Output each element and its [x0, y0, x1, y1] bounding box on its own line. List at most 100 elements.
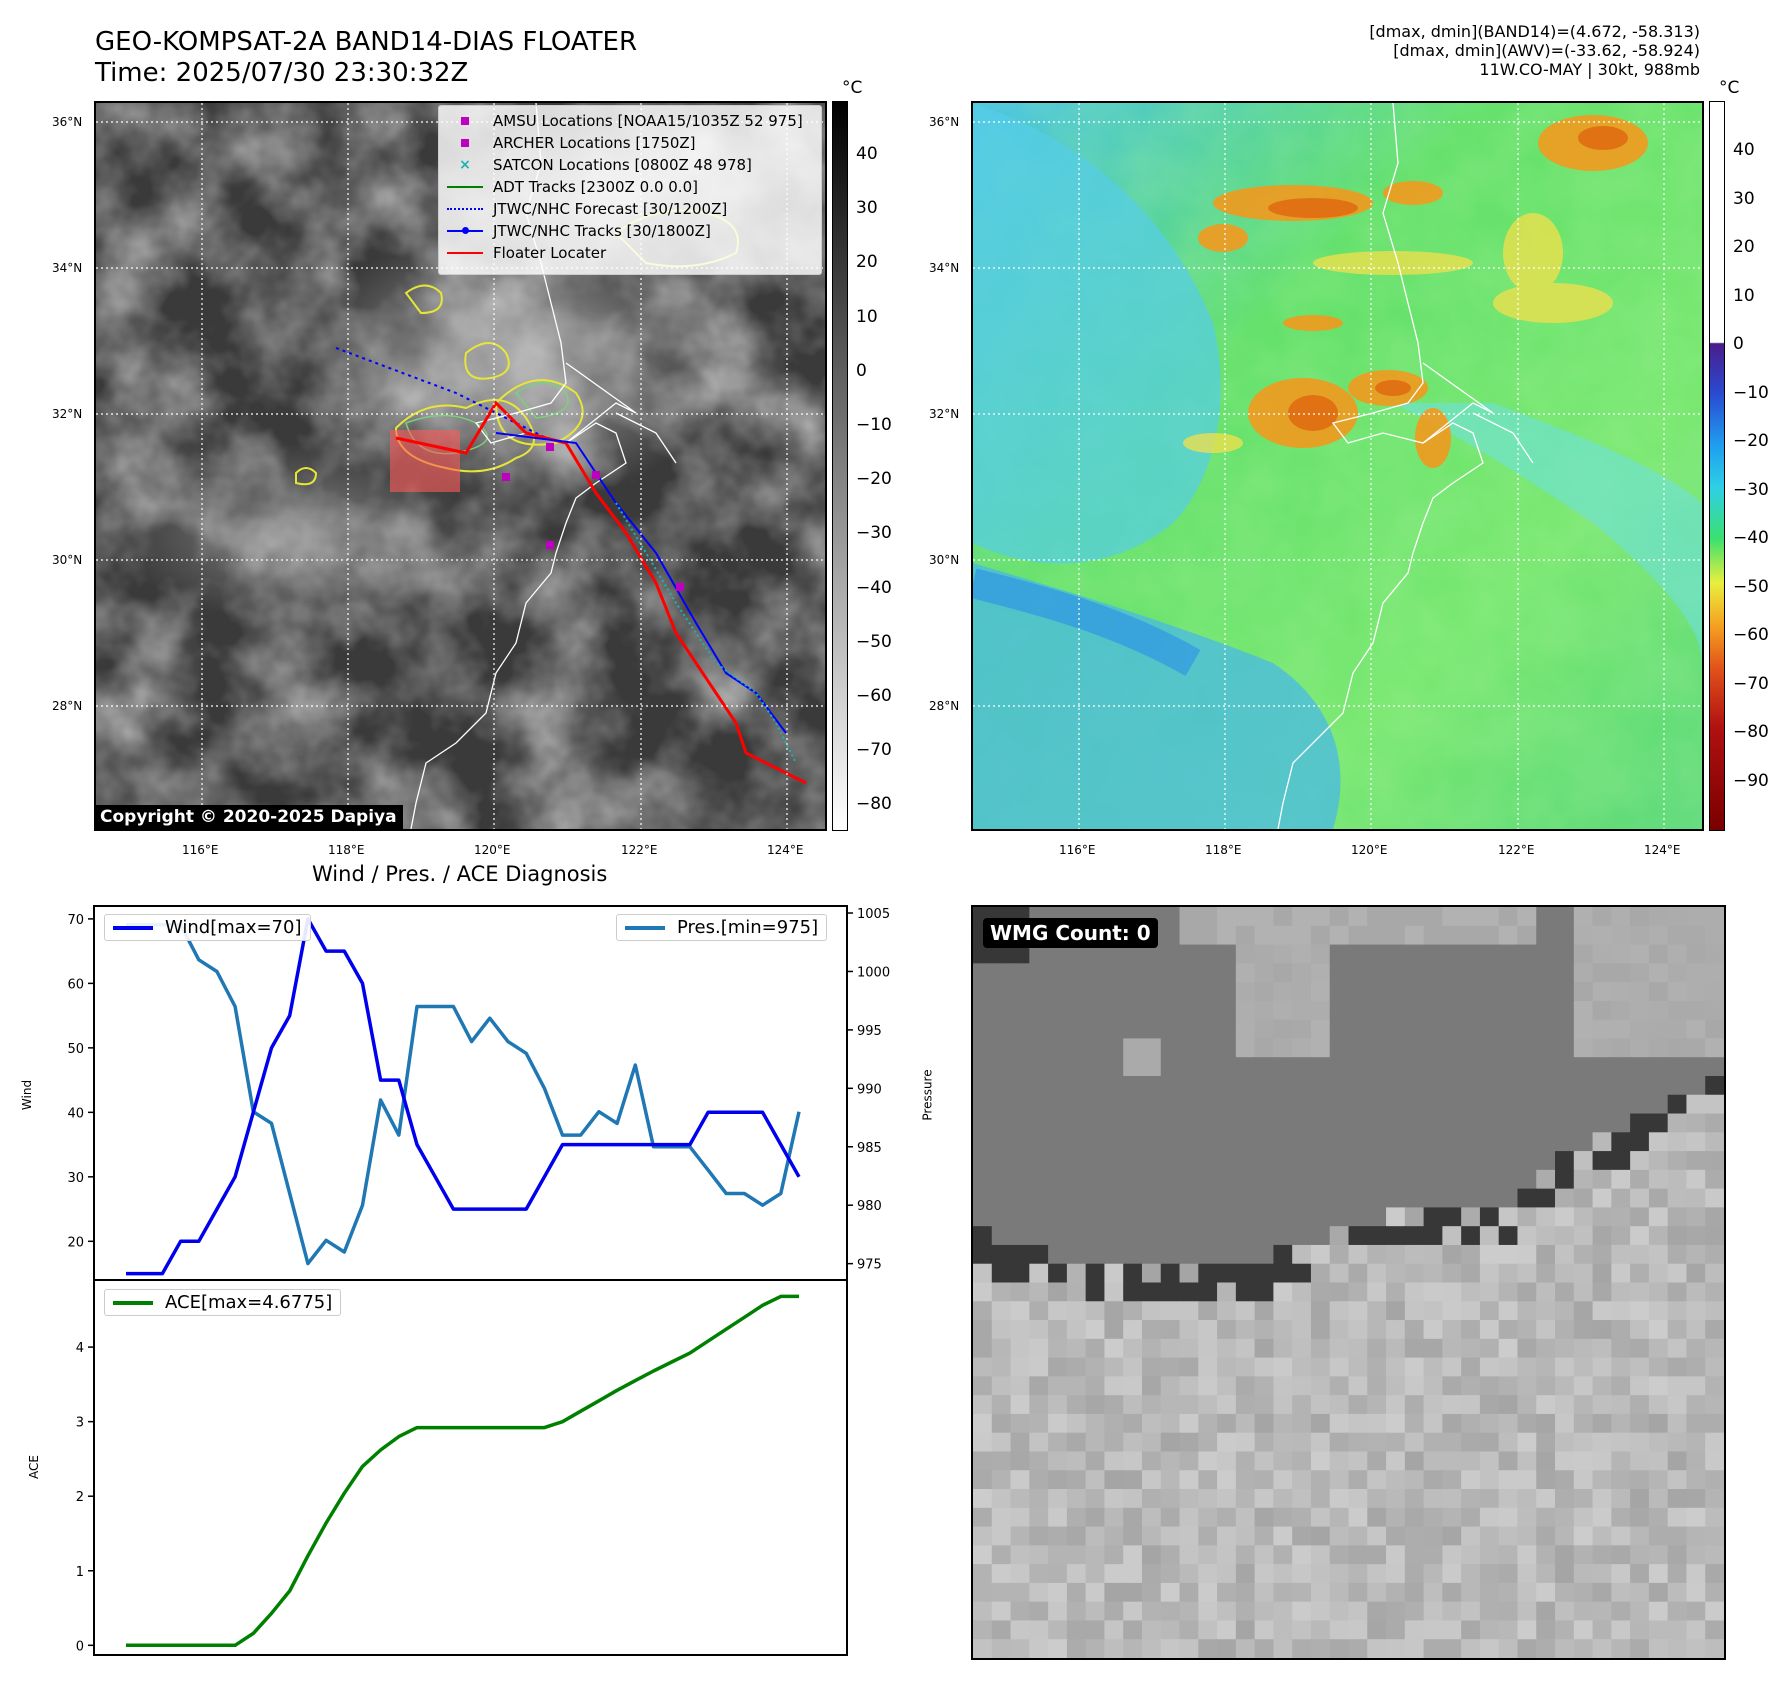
- wmg-cell: [1292, 1620, 1312, 1640]
- wmg-cell: [1611, 1470, 1631, 1490]
- wmg-cell: [1442, 1489, 1462, 1509]
- wmg-cell: [1705, 1038, 1724, 1058]
- wv-colorbar-tick: −40: [1733, 528, 1769, 548]
- wmg-cell: [1123, 1582, 1143, 1603]
- wmg-cell: [1217, 1413, 1237, 1434]
- wmg-cell: [1029, 1639, 1049, 1658]
- wind-line: [126, 917, 801, 1276]
- wmg-cell: [1217, 1263, 1237, 1284]
- wmg-cell: [1686, 1263, 1706, 1284]
- wmg-cell: [1686, 1320, 1706, 1340]
- wmg-cell: [1329, 944, 1350, 964]
- wmg-cell: [1198, 1320, 1218, 1340]
- wmg-cell: [1029, 1075, 1049, 1096]
- wmg-cell: [1235, 1432, 1256, 1453]
- wmg-cell: [1066, 1038, 1087, 1058]
- wmg-cell: [991, 1489, 1012, 1509]
- wmg-cell: [1254, 1113, 1275, 1133]
- wmg-cell: [1536, 1113, 1556, 1133]
- wmg-cell: [1104, 1526, 1124, 1546]
- wmg-cell: [1386, 1226, 1406, 1246]
- wmg-cell: [1066, 1582, 1087, 1603]
- wmg-cell: [1198, 1582, 1218, 1603]
- wmg-cell: [1141, 1151, 1162, 1171]
- wmg-cell: [1479, 907, 1500, 927]
- wmg-cell: [1648, 1282, 1669, 1302]
- wmg-cell: [1592, 1338, 1612, 1359]
- wmg-cell: [1573, 1526, 1594, 1546]
- wmg-cell: [1217, 944, 1237, 964]
- wmg-cell: [1367, 1451, 1387, 1471]
- wmg-cell: [1160, 1470, 1181, 1490]
- wmg-cell: [1010, 1169, 1030, 1190]
- wmg-cell: [1104, 1451, 1124, 1471]
- wmg-cell: [1048, 1169, 1068, 1190]
- wmg-cell: [1292, 1113, 1312, 1133]
- wmg-cell: [1667, 1075, 1688, 1096]
- wmg-cell: [1160, 982, 1181, 1002]
- wmg-cell: [1066, 963, 1087, 983]
- wmg-cell: [1479, 1357, 1500, 1377]
- wmg-cell: [1085, 1489, 1106, 1509]
- wmg-cell: [1179, 1526, 1199, 1546]
- wmg-cell: [1235, 907, 1256, 927]
- wmg-cell: [1555, 1000, 1575, 1021]
- pressure-ytick-label: 1005: [857, 907, 890, 922]
- wmg-cell: [1329, 1113, 1350, 1133]
- wmg-cell: [1686, 1357, 1706, 1377]
- wmg-cell: [1423, 1451, 1443, 1471]
- wmg-cell: [973, 1113, 993, 1133]
- wmg-cell: [1498, 1244, 1519, 1265]
- wmg-cell: [1066, 1113, 1087, 1133]
- wmg-cell: [1705, 1489, 1724, 1509]
- wmg-cell: [1386, 1113, 1406, 1133]
- wmg-cell: [1423, 1507, 1443, 1528]
- wmg-cell: [1592, 1470, 1612, 1490]
- wmg-cell: [1085, 1132, 1106, 1152]
- wmg-cell: [1404, 1470, 1425, 1490]
- wmg-cell: [1273, 1320, 1293, 1340]
- wmg-cell: [1498, 925, 1519, 946]
- wmg-cell: [1329, 1376, 1350, 1396]
- wmg-cell: [1461, 1582, 1481, 1603]
- wmg-cell: [1442, 1075, 1462, 1096]
- wmg-cell: [1479, 1094, 1500, 1115]
- wmg-cell: [1292, 1000, 1312, 1021]
- wmg-cell: [973, 1582, 993, 1603]
- wmg-cell: [991, 1132, 1012, 1152]
- wmg-cell: [973, 1263, 993, 1284]
- wmg-cell: [1517, 1564, 1537, 1584]
- wmg-cell: [1404, 1188, 1425, 1209]
- wmg-cell: [1517, 1395, 1537, 1415]
- wmg-cell: [1630, 1507, 1650, 1528]
- wmg-cell: [1085, 1526, 1106, 1546]
- wmg-cell: [1048, 944, 1068, 964]
- wmg-cell: [1254, 1338, 1275, 1359]
- wmg-cell: [1498, 1507, 1519, 1528]
- wmg-cell: [1254, 1132, 1275, 1152]
- wind-legend: Wind[max=70]: [104, 914, 311, 941]
- wmg-cell: [1254, 1226, 1275, 1246]
- wmg-cell: [1498, 1413, 1519, 1434]
- wmg-cell: [1423, 1244, 1443, 1265]
- diagnosis-title: Wind / Pres. / ACE Diagnosis: [312, 862, 608, 886]
- wmg-cell: [1235, 1113, 1256, 1133]
- wmg-cell: [1066, 1489, 1087, 1509]
- ace-ytick-label: 2: [76, 1490, 84, 1505]
- wmg-cell: [1705, 1263, 1724, 1284]
- wmg-cell: [1123, 1207, 1143, 1227]
- wmg-cell: [1498, 1188, 1519, 1209]
- wmg-cell: [1179, 1019, 1199, 1040]
- wmg-cell: [1536, 1132, 1556, 1152]
- wmg-cell: [1160, 963, 1181, 983]
- wmg-cell: [1404, 1169, 1425, 1190]
- wmg-cell: [1611, 982, 1631, 1002]
- wmg-cell: [1029, 1113, 1049, 1133]
- wmg-cell: [1461, 1282, 1481, 1302]
- wmg-cell: [1648, 1301, 1669, 1321]
- wmg-cell: [1085, 1413, 1106, 1434]
- wmg-cell: [1235, 1489, 1256, 1509]
- wmg-cell: [1423, 1639, 1443, 1658]
- wmg-cell: [1573, 1169, 1594, 1190]
- wmg-cell: [1686, 982, 1706, 1002]
